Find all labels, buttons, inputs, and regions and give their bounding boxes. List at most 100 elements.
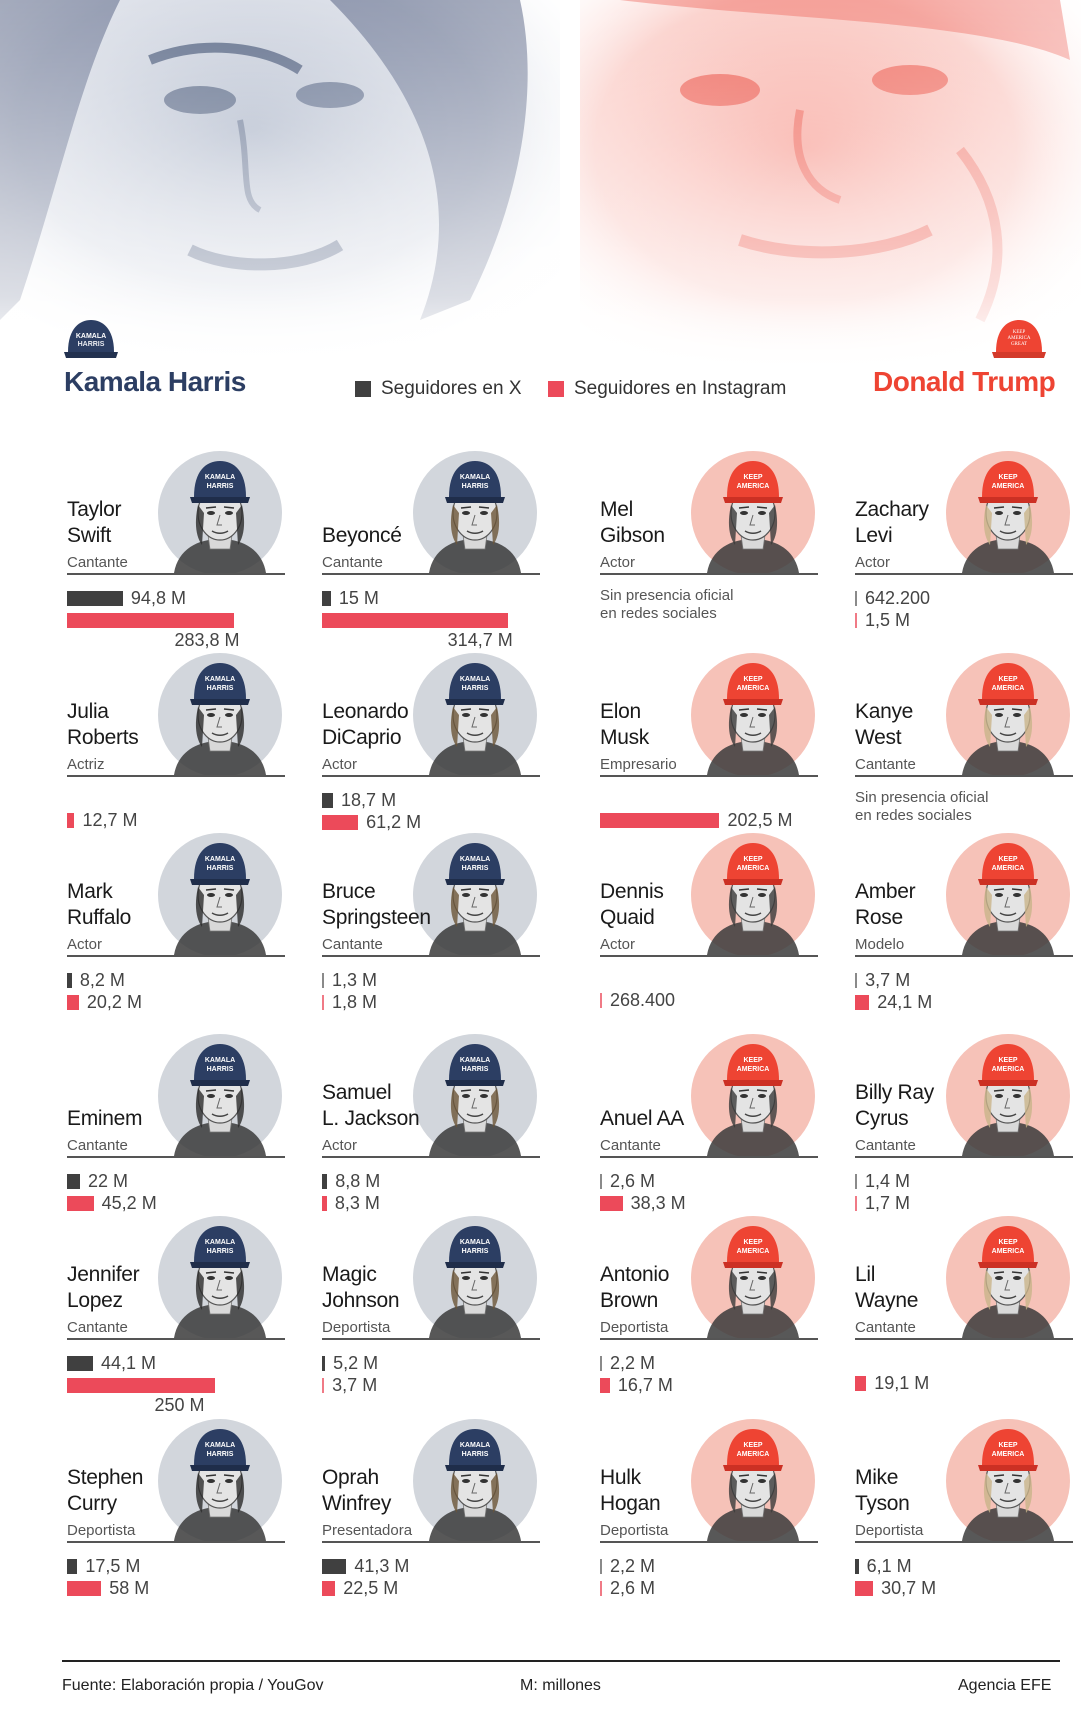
portrait-icon: KEEP AMERICA: [707, 1429, 799, 1541]
person-name: Elon Musk: [600, 699, 649, 751]
person-name: Antonio Brown: [600, 1262, 669, 1314]
person-role: Deportista: [855, 1522, 924, 1539]
person-name-line: Samuel: [322, 1081, 392, 1104]
baseline-rule: [67, 573, 285, 575]
baseline-rule: [322, 1541, 540, 1543]
person-role: Cantante: [855, 1319, 916, 1336]
portrait: KAMALA HARRIS: [164, 1421, 276, 1546]
person-name: Leonardo DiCaprio: [322, 699, 409, 751]
person-role: Cantante: [322, 936, 383, 953]
person-name-line: West: [855, 726, 902, 749]
svg-text:KAMALA: KAMALA: [460, 676, 490, 683]
instagram-followers-value: 8,3 M: [334, 1193, 380, 1213]
trump-cap-icon: KEEP AMERICA GREAT: [992, 320, 1046, 358]
svg-text:HARRIS: HARRIS: [462, 483, 489, 490]
svg-text:KAMALA: KAMALA: [460, 1442, 490, 1449]
x-followers-bar: [600, 1559, 602, 1574]
instagram-followers-bar: [322, 815, 359, 830]
person-name-line: Oprah: [322, 1466, 379, 1489]
x-followers-value: 2,2 M: [610, 1556, 656, 1576]
svg-text:KAMALA: KAMALA: [205, 1057, 235, 1064]
person-name-line: Dennis: [600, 880, 664, 903]
x-followers-bar: [322, 1356, 326, 1371]
instagram-followers-value: 61,2 M: [366, 812, 422, 832]
x-followers-value: 1,3 M: [332, 970, 378, 990]
person-name: Kanye West: [855, 699, 913, 751]
svg-text:HARRIS: HARRIS: [207, 1451, 234, 1458]
baseline-rule: [67, 1541, 285, 1543]
portrait-icon: KAMALA HARRIS: [174, 843, 266, 955]
legend-instagram: Seguidores en Instagram: [548, 378, 786, 400]
instagram-followers-bar: [600, 1378, 610, 1393]
instagram-followers-bar: [855, 1196, 857, 1211]
person-name-line: Mel: [600, 498, 633, 521]
person-card: KEEP AMERICA Amber Rose Modelo 3,7 M 24,1 M: [850, 833, 1081, 1037]
trump-portrait-illustration: [580, 0, 1081, 370]
person-card: KAMALA HARRIS Beyoncé Cantante 15 M 314,7 M: [317, 451, 552, 655]
portrait-icon: KEEP AMERICA: [962, 663, 1054, 775]
person-card: KEEP AMERICA Mike Tyson Deportista 6,1 M 30,7 …: [850, 1419, 1081, 1623]
svg-text:HARRIS: HARRIS: [462, 1066, 489, 1073]
person-name: Zachary Levi: [855, 497, 929, 549]
person-name-line: Springsteen: [322, 906, 431, 929]
instagram-followers-bar: [855, 1376, 867, 1391]
instagram-followers-value: 202,5 M: [727, 810, 793, 830]
person-name: Mark Ruffalo: [67, 879, 131, 931]
person-name-line: Amber: [855, 880, 916, 903]
person-card: KAMALA HARRIS Oprah Winfrey Presentadora 41,3…: [317, 1419, 552, 1623]
baseline-rule: [855, 775, 1073, 777]
svg-text:HARRIS: HARRIS: [207, 1248, 234, 1255]
person-name-line: Eminem: [67, 1107, 143, 1130]
person-card: KEEP AMERICA Lil Wayne Cantante 19,1 M: [850, 1216, 1081, 1420]
portrait-icon: KEEP AMERICA: [962, 843, 1054, 955]
svg-text:KEEP: KEEP: [998, 676, 1017, 683]
person-role: Actor: [322, 756, 358, 773]
x-followers-value: 22 M: [87, 1171, 128, 1191]
legend-ig-swatch: [548, 381, 564, 397]
baseline-rule: [67, 1156, 285, 1158]
person-name-line: Winfrey: [322, 1492, 392, 1515]
person-name: Hulk Hogan: [600, 1465, 661, 1517]
person-card: KEEP AMERICA Elon Musk Empresario 202,5 M: [595, 653, 830, 857]
svg-text:HARRIS: HARRIS: [462, 1248, 489, 1255]
baseline-rule: [322, 955, 540, 957]
instagram-followers-value: 12,7 M: [82, 810, 138, 830]
person-name-line: Levi: [855, 524, 893, 547]
svg-text:KEEP: KEEP: [998, 1442, 1017, 1449]
portrait-icon: KAMALA HARRIS: [174, 1429, 266, 1541]
person-role: Empresario: [600, 756, 677, 773]
svg-text:AMERICA: AMERICA: [992, 1248, 1025, 1255]
instagram-followers-bar: [600, 993, 602, 1008]
svg-text:KAMALA: KAMALA: [205, 1442, 235, 1449]
person-card: KEEP AMERICA Billy Ray Cyrus Cantante 1,4 M 1,…: [850, 1034, 1081, 1238]
person-name-line: Roberts: [67, 726, 139, 749]
person-name-line: Jennifer: [67, 1263, 140, 1286]
instagram-followers-bar: [322, 1378, 324, 1393]
legend-x-swatch: [355, 381, 371, 397]
instagram-followers-value: 1,8 M: [332, 992, 378, 1012]
svg-text:KEEP: KEEP: [743, 676, 762, 683]
svg-text:KAMALA: KAMALA: [205, 1239, 235, 1246]
x-followers-bar: [855, 1559, 859, 1574]
x-followers-bar: [67, 973, 72, 988]
x-followers-bar: [322, 973, 324, 988]
x-followers-bar: [855, 591, 857, 606]
person-card: KEEP AMERICA Dennis Quaid Actor 268.400: [595, 833, 830, 1037]
person-role: Modelo: [855, 936, 905, 953]
person-card: KEEP AMERICA Anuel AA Cantante 2,6 M 38,3 M: [595, 1034, 830, 1238]
footer-source: Fuente: Elaboración propia / YouGov: [62, 1677, 324, 1694]
instagram-followers-value: 16,7 M: [617, 1375, 673, 1395]
svg-text:KAMALA: KAMALA: [460, 1239, 490, 1246]
baseline-rule: [600, 573, 818, 575]
x-followers-bar: [322, 591, 331, 606]
person-name-line: Beyoncé: [322, 524, 402, 547]
person-name: Billy Ray Cyrus: [855, 1080, 934, 1132]
person-name-line: Tyson: [855, 1492, 910, 1515]
portrait: KAMALA HARRIS: [419, 1421, 531, 1546]
person-name-line: Lil: [855, 1263, 876, 1286]
portrait: KAMALA HARRIS: [164, 655, 276, 780]
person-card: KEEP AMERICA Mel Gibson Actor Sin presencia o…: [595, 451, 830, 655]
person-card: KAMALA HARRIS Taylor Swift Cantante 94,8 M 283…: [62, 451, 297, 655]
x-followers-value: 2,6 M: [610, 1171, 656, 1191]
svg-text:HARRIS: HARRIS: [207, 483, 234, 490]
